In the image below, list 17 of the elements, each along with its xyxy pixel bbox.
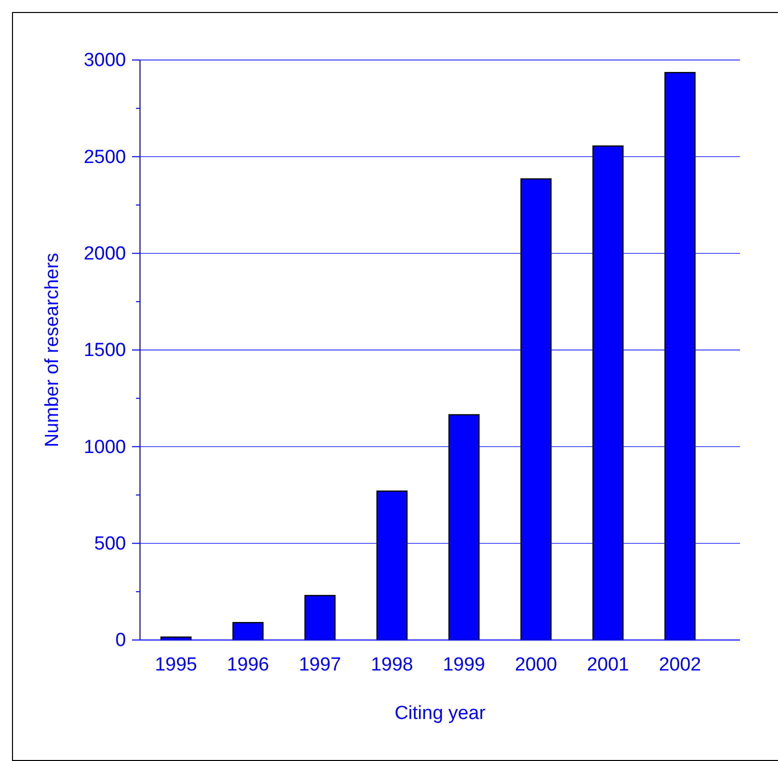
x-tick-label: 1995	[154, 654, 198, 676]
y-tick-label: 2500	[84, 146, 126, 168]
x-tick-label: 2001	[586, 654, 630, 676]
x-tick-label: 2002	[658, 654, 702, 676]
x-axis-title: Citing year	[394, 703, 486, 724]
y-tick-label: 1500	[84, 340, 126, 362]
y-tick-label: 2000	[84, 243, 126, 264]
x-tick-label: 1997	[298, 654, 342, 676]
y-tick-label: 1000	[84, 436, 126, 458]
y-tick-label: 3000	[84, 50, 126, 72]
x-tick-label: 1998	[370, 654, 414, 676]
y-axis-title: Number of researchers	[42, 252, 63, 448]
x-tick-label: 1999	[442, 654, 486, 676]
x-tick-label: 2000	[514, 654, 558, 676]
y-tick-label: 500	[94, 533, 126, 554]
y-tick-label: 0	[115, 630, 126, 652]
x-tick-label: 1996	[226, 654, 270, 676]
